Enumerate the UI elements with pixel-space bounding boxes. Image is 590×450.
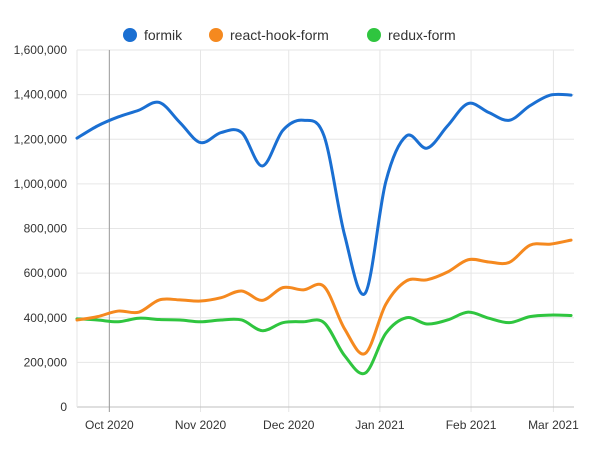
y-tick-label: 200,000 [24, 355, 68, 369]
legend-swatch [367, 28, 381, 42]
series-line-formik [75, 92, 573, 296]
legend-label: react-hook-form [230, 27, 329, 43]
series-lines [75, 92, 573, 376]
y-tick-label: 1,400,000 [14, 88, 68, 102]
y-tick-label: 1,600,000 [14, 43, 68, 57]
legend-item-formik[interactable]: formik [123, 27, 183, 43]
grid [77, 49, 574, 412]
legend-item-react-hook-form[interactable]: react-hook-form [209, 27, 329, 43]
legend: formik react-hook-form redux-form [123, 27, 456, 43]
y-tick-label: 600,000 [24, 266, 68, 280]
series-line-react-hook-form [75, 238, 573, 356]
x-tick-label: Nov 2020 [175, 418, 227, 432]
legend-item-redux-form[interactable]: redux-form [367, 27, 456, 43]
x-tick-label: Oct 2020 [85, 418, 134, 432]
axes: 0 200,000 400,000 600,000 800,000 1,000,000 1,… [14, 43, 579, 432]
legend-swatch [209, 28, 223, 42]
x-tick-label: Feb 2021 [446, 418, 497, 432]
x-tick-label: Jan 2021 [355, 418, 405, 432]
series-line-redux-form [75, 310, 573, 376]
y-tick-label: 400,000 [24, 311, 68, 325]
y-tick-label: 800,000 [24, 222, 68, 236]
legend-label: formik [144, 27, 183, 43]
y-tick-label: 1,200,000 [14, 132, 68, 146]
x-tick-label: Dec 2020 [263, 418, 315, 432]
y-tick-label: 0 [60, 400, 67, 414]
x-tick-label: Mar 2021 [528, 418, 579, 432]
y-tick-label: 1,000,000 [14, 177, 68, 191]
legend-swatch [123, 28, 137, 42]
legend-label: redux-form [388, 27, 456, 43]
